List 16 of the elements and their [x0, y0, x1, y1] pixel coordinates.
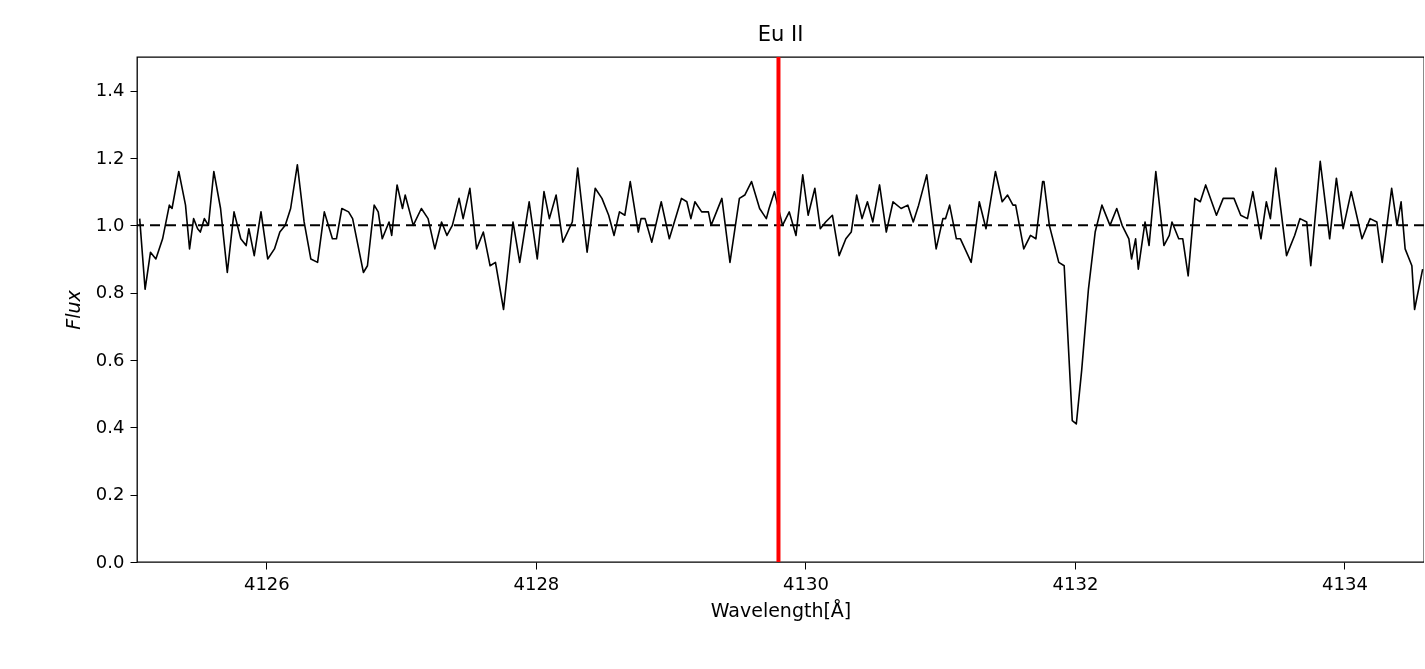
x-tick-label: 4130: [783, 572, 829, 594]
x-axis-title: Wavelength[Å]: [710, 598, 852, 621]
x-tick-label: 4132: [1052, 572, 1099, 594]
y-tick-label: 1.2: [95, 146, 125, 168]
y-tick-label: 0.8: [95, 281, 125, 303]
chart-title: Eu II: [757, 22, 804, 46]
y-tick-label: 0.6: [95, 348, 125, 370]
x-tick-label: 4134: [1322, 572, 1368, 594]
y-tick-label: 0.0: [95, 550, 125, 572]
y-tick-label: 0.4: [95, 415, 125, 437]
y-tick-label: 1.4: [95, 79, 125, 101]
y-axis-title: Flux: [61, 289, 84, 330]
y-tick-label: 0.2: [95, 483, 125, 505]
x-tick-label: 4126: [243, 572, 290, 594]
y-tick-label: 1.0: [95, 213, 125, 235]
x-tick-label: 4128: [513, 572, 560, 594]
